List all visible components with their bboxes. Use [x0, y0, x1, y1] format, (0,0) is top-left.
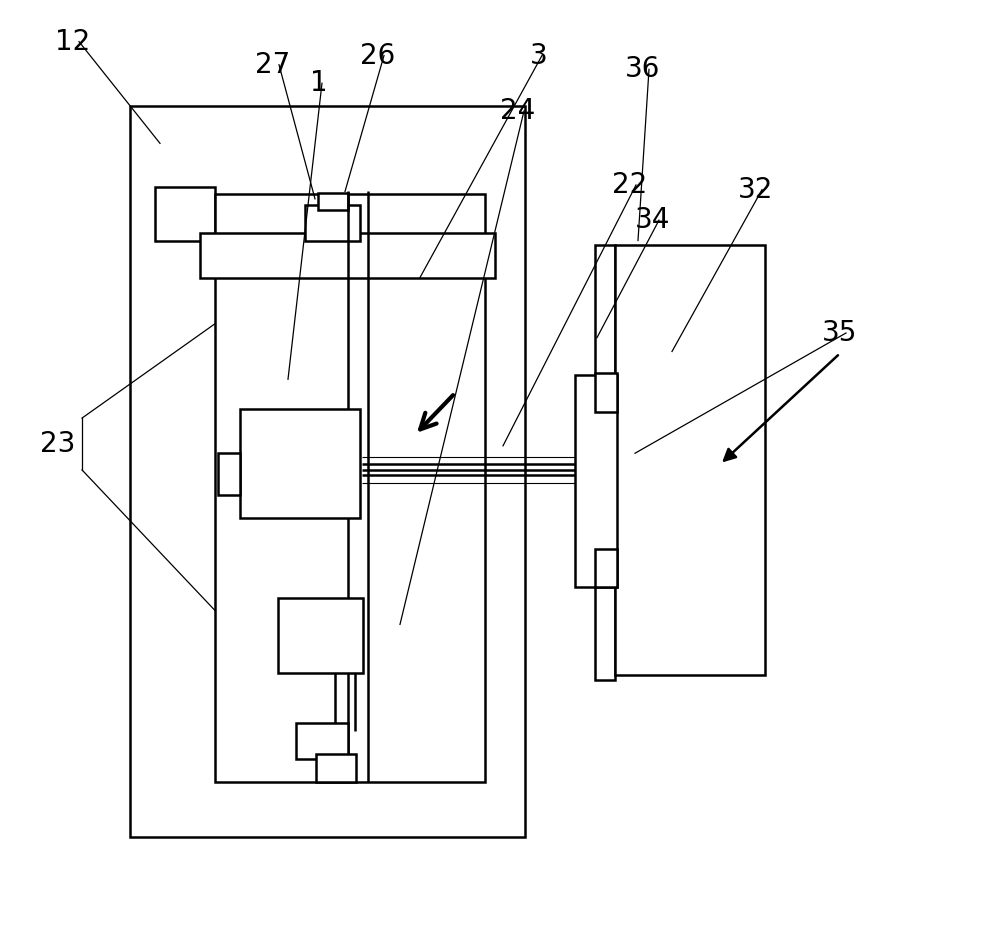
Bar — [200, 233, 495, 278]
Bar — [318, 193, 348, 210]
Bar — [240, 409, 360, 518]
Text: 26: 26 — [360, 42, 395, 69]
Bar — [305, 205, 360, 240]
Bar — [615, 245, 765, 675]
Text: 23: 23 — [40, 430, 75, 458]
Text: 22: 22 — [612, 171, 647, 199]
Bar — [218, 453, 240, 495]
Text: 36: 36 — [625, 56, 660, 83]
Bar — [296, 723, 348, 758]
Bar — [130, 106, 525, 837]
Text: 27: 27 — [255, 51, 290, 79]
Text: 32: 32 — [738, 176, 773, 204]
Bar — [595, 373, 617, 412]
Bar — [278, 598, 363, 673]
Text: 1: 1 — [310, 69, 328, 97]
Bar — [595, 245, 615, 680]
Text: 3: 3 — [530, 42, 548, 69]
Text: 35: 35 — [822, 319, 857, 347]
Bar — [316, 754, 356, 782]
Bar — [595, 549, 617, 587]
Text: 12: 12 — [55, 28, 90, 56]
Bar — [575, 375, 617, 587]
Text: 34: 34 — [635, 206, 670, 234]
Bar — [215, 194, 485, 782]
Text: 24: 24 — [500, 97, 535, 125]
Bar — [155, 187, 215, 241]
